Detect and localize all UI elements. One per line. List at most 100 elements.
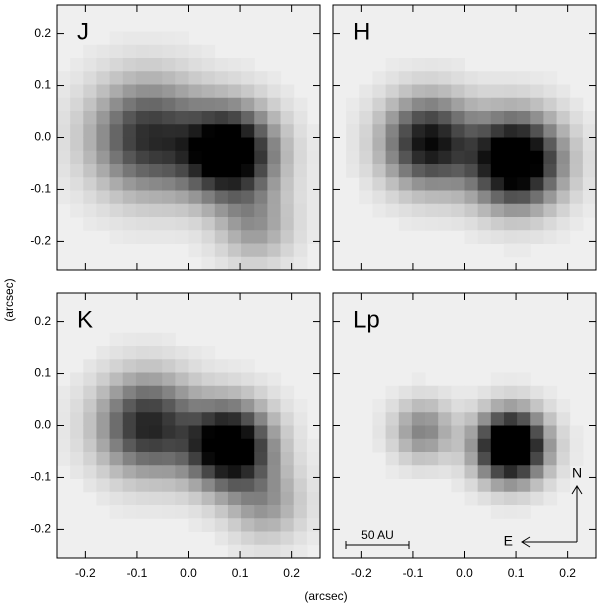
pixel	[385, 465, 400, 479]
pixel	[83, 425, 97, 440]
pixel	[293, 137, 308, 152]
pixel	[503, 111, 518, 125]
pixel	[306, 217, 321, 231]
x-tick-label: 0.0	[456, 566, 473, 580]
pixel	[267, 372, 282, 387]
pixel	[214, 256, 229, 271]
pixel	[530, 71, 544, 85]
pixel	[503, 124, 518, 138]
pixel	[109, 177, 124, 191]
pixel	[425, 452, 439, 466]
pixel	[254, 164, 268, 178]
pixel	[477, 478, 492, 493]
pixel	[543, 150, 558, 165]
pixel	[477, 84, 492, 99]
pixel	[188, 425, 203, 440]
pixel	[188, 478, 203, 493]
pixel	[293, 505, 308, 519]
pixel	[503, 243, 518, 258]
pixel	[175, 190, 189, 205]
pixel	[162, 385, 176, 400]
y-tick-label: 0.2	[34, 26, 51, 40]
pixel	[96, 177, 111, 191]
pixel	[227, 71, 242, 85]
pixel	[135, 412, 150, 426]
pixel	[267, 385, 282, 400]
pixel	[477, 425, 492, 440]
pixel	[543, 84, 558, 99]
pixel	[569, 137, 584, 152]
pixel	[109, 465, 124, 479]
pixel	[214, 150, 229, 165]
pixel	[411, 385, 426, 400]
pixel	[411, 452, 426, 466]
pixel	[241, 491, 255, 506]
pixel	[438, 190, 452, 205]
pixel	[398, 164, 413, 178]
pixel	[451, 425, 465, 440]
pixel	[451, 124, 465, 138]
pixel	[464, 478, 479, 493]
pixel	[122, 137, 137, 152]
pixel	[149, 465, 163, 479]
pixel	[188, 124, 203, 138]
pixel	[556, 217, 571, 231]
pixel	[464, 164, 479, 178]
pixel	[241, 256, 255, 271]
pixel	[122, 203, 137, 218]
pixel	[70, 137, 84, 152]
pixel	[241, 84, 255, 99]
pixel	[188, 84, 203, 99]
pixel	[109, 452, 124, 466]
pixel	[57, 97, 71, 112]
pixel	[214, 230, 229, 244]
pixel	[201, 177, 216, 191]
pixel	[214, 438, 229, 453]
pixel	[227, 385, 242, 400]
pixel	[122, 31, 137, 46]
pixel	[267, 505, 282, 519]
pixel	[149, 164, 163, 178]
pixel	[214, 491, 229, 506]
pixel	[372, 399, 387, 413]
pixel	[280, 465, 295, 479]
pixel	[293, 465, 308, 479]
pixel	[464, 438, 479, 453]
pixel	[490, 465, 505, 479]
pixel	[293, 217, 308, 231]
pixel	[569, 217, 584, 231]
pixel	[556, 452, 571, 466]
pixel	[490, 412, 505, 426]
pixel	[411, 217, 426, 231]
pixel	[227, 164, 242, 178]
pixel	[517, 190, 531, 205]
pixel	[503, 137, 518, 152]
pixel	[569, 111, 584, 125]
pixel	[411, 412, 426, 426]
pixel	[385, 438, 400, 453]
pixel	[517, 177, 531, 191]
pixel	[227, 544, 242, 559]
pixel	[214, 359, 229, 373]
pixel	[385, 137, 400, 152]
pixel	[70, 412, 84, 426]
pixel	[227, 124, 242, 138]
pixel	[477, 452, 492, 466]
pixel	[569, 190, 584, 205]
pixel	[411, 137, 426, 152]
pixel	[438, 150, 452, 165]
pixel	[477, 203, 492, 218]
pixel	[254, 243, 268, 258]
pixel	[267, 150, 282, 165]
pixel	[135, 505, 150, 519]
pixel	[149, 111, 163, 125]
pixel	[149, 97, 163, 112]
pixel	[149, 177, 163, 191]
pixel	[201, 243, 216, 258]
pixel	[109, 332, 124, 347]
pixel	[280, 385, 295, 400]
pixel	[70, 150, 84, 165]
pixel	[293, 97, 308, 112]
pixel	[464, 177, 479, 191]
pixel	[149, 452, 163, 466]
